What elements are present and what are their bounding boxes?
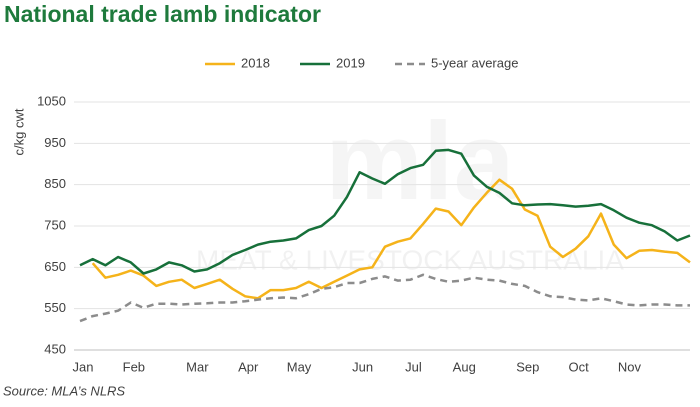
x-tick-label: Feb xyxy=(123,359,145,374)
line-series xyxy=(79,148,691,275)
y-tick-label: 1050 xyxy=(37,93,66,108)
y-tick-label: 450 xyxy=(44,341,66,356)
x-tick-label: May xyxy=(287,359,312,374)
y-tick-label: 850 xyxy=(44,176,66,191)
x-tick-label: Nov xyxy=(618,359,642,374)
chart-title: National trade lamb indicator xyxy=(4,1,321,27)
watermark-text: MEAT & LIVESTOCK AUSTRALIA xyxy=(196,244,624,275)
y-tick-label: 550 xyxy=(44,300,66,315)
y-tick-label: 650 xyxy=(44,259,66,274)
x-tick-label: Sep xyxy=(516,359,539,374)
legend-label: 5-year average xyxy=(431,55,518,70)
x-tick-label: Jul xyxy=(405,359,422,374)
legend-label: 2018 xyxy=(241,55,270,70)
x-tick-label: Oct xyxy=(569,359,590,374)
watermark-logo: mla xyxy=(325,100,515,223)
source: Source: MLA’s NLRS xyxy=(3,383,125,398)
y-tick-label: 950 xyxy=(44,135,66,150)
line-series xyxy=(79,273,690,323)
x-tick-label: Apr xyxy=(238,359,259,374)
y-tick-label: 750 xyxy=(44,217,66,232)
x-tick-label: Mar xyxy=(186,359,209,374)
legend-label: 2019 xyxy=(336,55,365,70)
x-tick-label: Jan xyxy=(73,359,94,374)
x-tick-label: Aug xyxy=(453,359,476,374)
y-axis-label: c/kg cwt xyxy=(11,108,26,155)
line-series xyxy=(91,178,691,300)
x-tick-label: Jun xyxy=(352,359,373,374)
